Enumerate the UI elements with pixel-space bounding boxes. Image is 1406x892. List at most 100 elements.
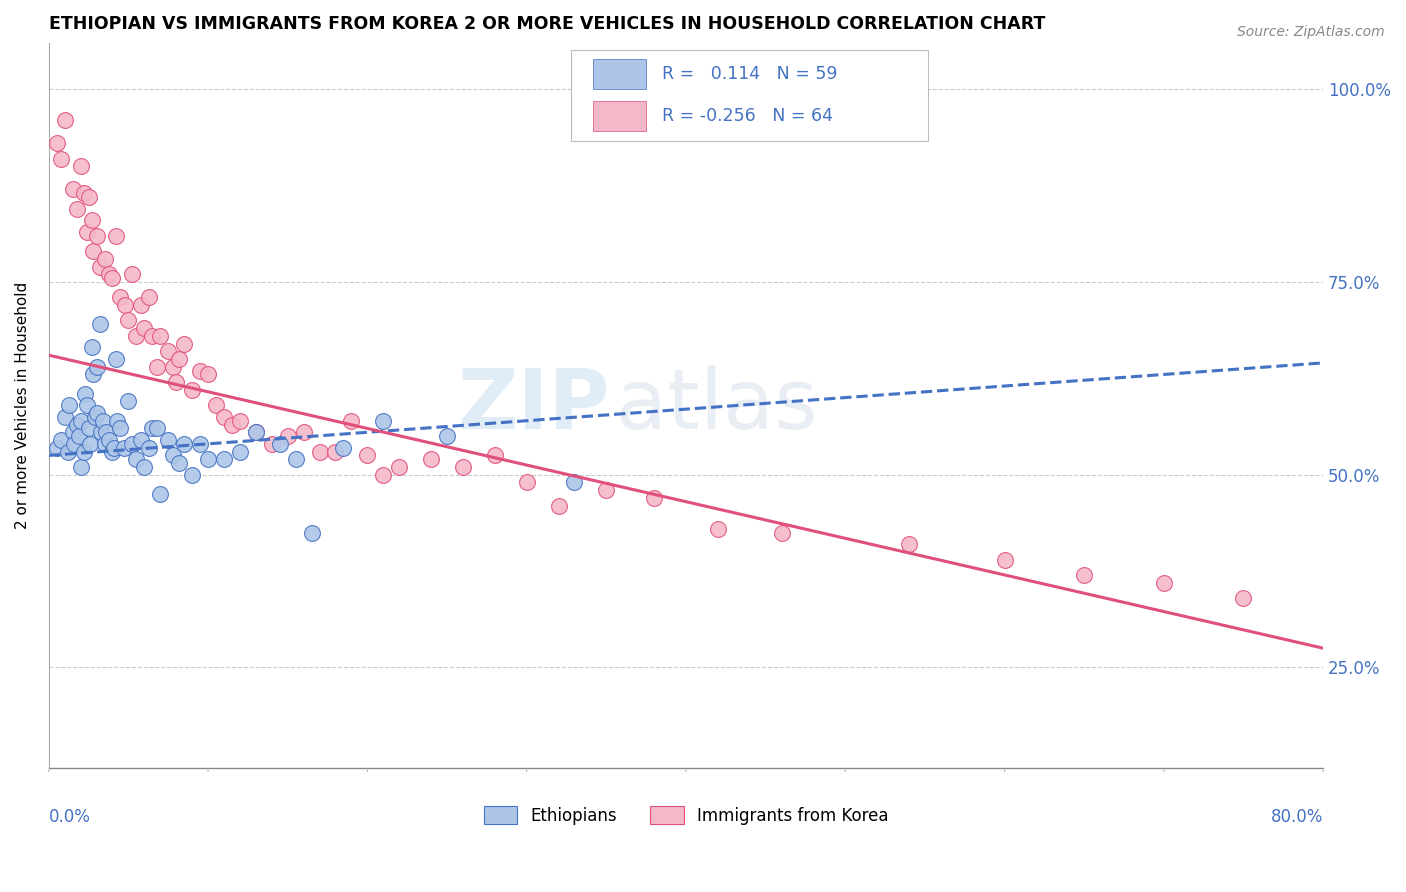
Text: atlas: atlas bbox=[616, 365, 818, 446]
FancyBboxPatch shape bbox=[593, 101, 647, 131]
Point bbox=[75, 386, 97, 401]
Text: R =   0.114   N = 59: R = 0.114 N = 59 bbox=[662, 65, 837, 83]
Text: ETHIOPIAN VS IMMIGRANTS FROM KOREA 2 OR MORE VEHICLES IN HOUSEHOLD CORRELATION C: ETHIOPIAN VS IMMIGRANTS FROM KOREA 2 OR … bbox=[49, 15, 1045, 33]
Point bbox=[101, 444, 124, 458]
Point bbox=[80, 341, 103, 355]
Point bbox=[516, 475, 538, 490]
Point bbox=[141, 329, 163, 343]
Y-axis label: 2 or more Vehicles in Household: 2 or more Vehicles in Household bbox=[15, 282, 30, 529]
Point bbox=[73, 186, 96, 201]
FancyBboxPatch shape bbox=[571, 50, 928, 141]
Point bbox=[197, 368, 219, 382]
Point bbox=[62, 425, 84, 440]
Point bbox=[134, 321, 156, 335]
Point bbox=[53, 409, 76, 424]
Point bbox=[121, 267, 143, 281]
Point bbox=[76, 398, 98, 412]
Point bbox=[157, 433, 180, 447]
Point bbox=[165, 375, 187, 389]
Point bbox=[58, 398, 80, 412]
Point bbox=[94, 425, 117, 440]
Point bbox=[51, 152, 73, 166]
Point bbox=[79, 437, 101, 451]
Point bbox=[260, 437, 283, 451]
Point bbox=[221, 417, 243, 432]
Text: 80.0%: 80.0% bbox=[1271, 807, 1323, 826]
Text: Source: ZipAtlas.com: Source: ZipAtlas.com bbox=[1237, 25, 1385, 39]
Point bbox=[104, 228, 127, 243]
Point bbox=[993, 552, 1015, 566]
Point bbox=[340, 414, 363, 428]
Point bbox=[169, 456, 191, 470]
Point bbox=[332, 441, 354, 455]
Point bbox=[149, 329, 172, 343]
Point bbox=[90, 425, 112, 440]
Point bbox=[63, 437, 86, 451]
Point bbox=[1153, 575, 1175, 590]
Point bbox=[86, 359, 108, 374]
Point bbox=[110, 290, 132, 304]
Point bbox=[292, 425, 315, 440]
Point bbox=[73, 444, 96, 458]
Point bbox=[89, 318, 111, 332]
Point bbox=[89, 260, 111, 274]
Point bbox=[707, 522, 730, 536]
Point bbox=[45, 441, 67, 455]
Point bbox=[69, 460, 91, 475]
Point bbox=[114, 298, 136, 312]
Point bbox=[103, 441, 125, 455]
Point bbox=[53, 113, 76, 128]
Point bbox=[67, 429, 90, 443]
Text: ZIP: ZIP bbox=[457, 365, 609, 446]
Point bbox=[173, 336, 195, 351]
Legend: Ethiopians, Immigrants from Korea: Ethiopians, Immigrants from Korea bbox=[484, 806, 889, 824]
Point bbox=[91, 414, 114, 428]
Point bbox=[436, 429, 458, 443]
Point bbox=[770, 525, 793, 540]
Point bbox=[173, 437, 195, 451]
Point bbox=[284, 452, 307, 467]
Point bbox=[595, 483, 617, 497]
Point bbox=[269, 437, 291, 451]
Point bbox=[308, 444, 330, 458]
Point bbox=[51, 433, 73, 447]
Point bbox=[129, 433, 152, 447]
Point bbox=[66, 417, 89, 432]
Point bbox=[388, 460, 411, 475]
Point bbox=[69, 159, 91, 173]
Text: R = -0.256   N = 64: R = -0.256 N = 64 bbox=[662, 107, 832, 125]
Point bbox=[197, 452, 219, 467]
Point bbox=[157, 344, 180, 359]
Point bbox=[229, 414, 252, 428]
Point bbox=[149, 487, 172, 501]
Point bbox=[125, 452, 148, 467]
Point bbox=[86, 228, 108, 243]
Point bbox=[245, 425, 267, 440]
Point bbox=[181, 467, 204, 482]
Point bbox=[45, 136, 67, 150]
Point bbox=[245, 425, 267, 440]
Point bbox=[138, 290, 160, 304]
Point bbox=[1232, 591, 1254, 605]
Point bbox=[205, 398, 228, 412]
Point bbox=[188, 363, 211, 377]
Point bbox=[373, 467, 395, 482]
Point bbox=[101, 271, 124, 285]
Text: 0.0%: 0.0% bbox=[49, 807, 90, 826]
Point bbox=[277, 429, 299, 443]
Point bbox=[229, 444, 252, 458]
Point bbox=[451, 460, 474, 475]
Point bbox=[98, 267, 121, 281]
Point bbox=[86, 406, 108, 420]
Point bbox=[325, 444, 347, 458]
Point bbox=[62, 182, 84, 196]
Point bbox=[134, 460, 156, 475]
Point bbox=[125, 329, 148, 343]
Point bbox=[93, 252, 115, 266]
Point bbox=[420, 452, 443, 467]
Point bbox=[82, 368, 104, 382]
Point bbox=[82, 244, 104, 258]
Point bbox=[162, 359, 184, 374]
Point bbox=[121, 437, 143, 451]
Point bbox=[146, 359, 169, 374]
